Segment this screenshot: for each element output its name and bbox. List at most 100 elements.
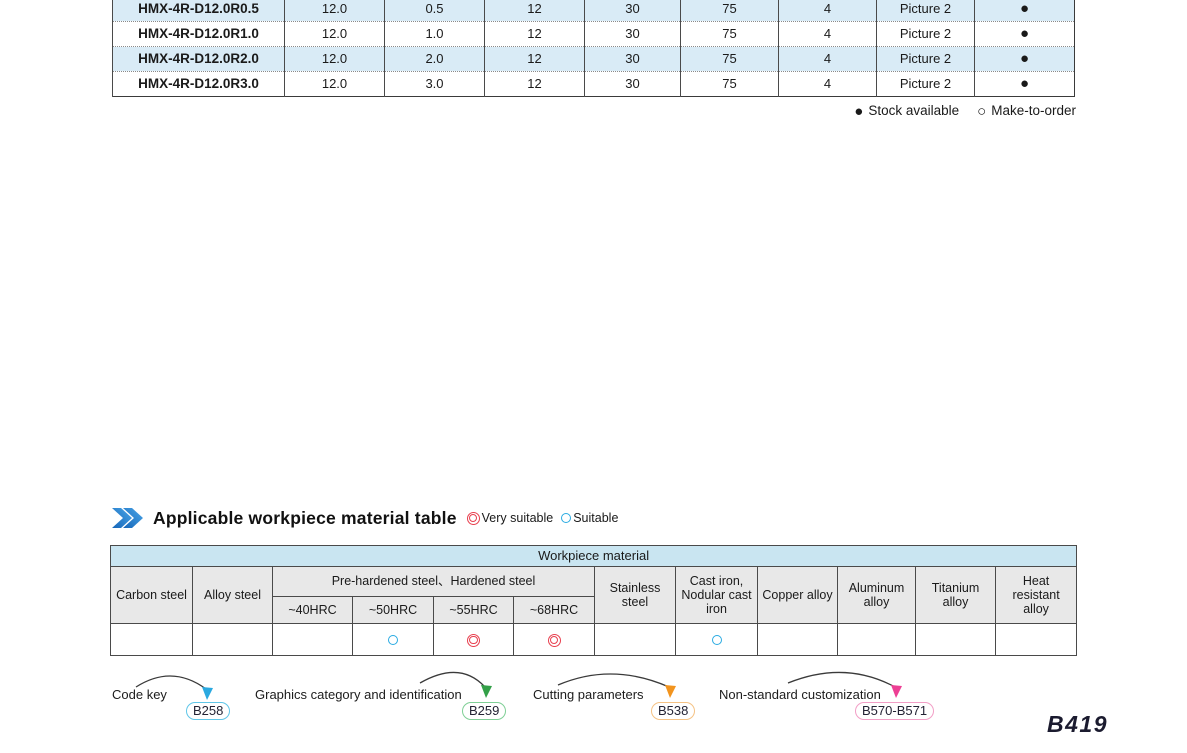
very-suitable-icon — [466, 511, 480, 525]
make-to-order-label: Make-to-order — [991, 103, 1076, 118]
value-cell: 2.0 — [384, 45, 485, 71]
value-cell: 75 — [680, 70, 779, 96]
col-68hrc: ~68HRC — [513, 596, 595, 624]
section-heading: Applicable workpiece material table Very… — [112, 507, 618, 529]
value-cell: 4 — [778, 20, 877, 46]
col-stainless-steel: Stainless steel — [594, 566, 676, 624]
value-cell: 75 — [680, 0, 779, 21]
rating-cell — [513, 623, 595, 656]
arrowhead-cutting — [665, 685, 676, 698]
rating-cell — [675, 623, 758, 656]
value-cell: 12.0 — [284, 20, 385, 46]
workpiece-material-table: Workpiece material Carbon steel Alloy st… — [109, 545, 1078, 656]
table-row: HMX-4R-D12.0R1.0 12.0 1.0 12 30 75 4 Pic… — [112, 20, 1075, 46]
rating-symbol — [388, 635, 398, 646]
value-cell: 4 — [778, 0, 877, 21]
section-title: Applicable workpiece material table — [153, 507, 457, 528]
rating-cell — [837, 623, 916, 656]
value-cell: 30 — [584, 0, 681, 21]
make-to-order-icon: ○ — [977, 103, 987, 120]
arrowhead-nonstandard — [891, 685, 902, 698]
rating-cell — [994, 623, 1078, 656]
col-cast-iron: Cast iron, Nodular cast iron — [675, 566, 758, 624]
value-cell: 12 — [484, 70, 585, 96]
product-table: HMX-4R-D12.0R0.5 12.0 0.5 12 30 75 4 Pic… — [112, 0, 1075, 97]
value-cell: 1.0 — [384, 20, 485, 46]
graphics-category-badge[interactable]: B259 — [462, 702, 507, 720]
value-cell: 12 — [484, 0, 585, 21]
col-hardened-steel-group: Pre-hardened steel、Hardened steel — [272, 566, 595, 597]
code-key-label: Code key — [112, 687, 167, 702]
cutting-parameters-label: Cutting parameters — [533, 687, 644, 702]
model-cell: HMX-4R-D12.0R0.5 — [112, 0, 285, 21]
suitability-legend: Very suitable Suitable — [466, 511, 619, 525]
stock-available-label: Stock available — [868, 103, 960, 118]
stock-available-icon: ● — [974, 20, 1075, 46]
table-row: HMX-4R-D12.0R2.0 12.0 2.0 12 30 75 4 Pic… — [112, 45, 1075, 71]
rating-cell — [915, 623, 996, 656]
value-cell: 3.0 — [384, 70, 485, 96]
rating-symbol — [467, 633, 480, 647]
rating-cell — [433, 623, 514, 656]
rating-cell — [192, 623, 273, 656]
value-cell: 30 — [584, 20, 681, 46]
very-suitable-label: Very suitable — [481, 511, 554, 525]
stock-available-icon: ● — [974, 70, 1075, 96]
col-titanium-alloy: Titanium alloy — [915, 566, 996, 624]
rating-symbol — [547, 633, 561, 647]
double-chevron-icon — [112, 508, 143, 528]
model-cell: HMX-4R-D12.0R3.0 — [112, 70, 285, 96]
stock-available-icon: ● — [974, 45, 1075, 71]
arrowhead-code-key — [202, 687, 213, 700]
arrowhead-graphics — [481, 685, 492, 698]
value-cell: 75 — [680, 20, 779, 46]
col-copper-alloy: Copper alloy — [757, 566, 838, 624]
value-cell: 30 — [584, 70, 681, 96]
ratings-row — [110, 623, 1078, 656]
picture-cell: Picture 2 — [876, 70, 975, 96]
col-carbon-steel: Carbon steel — [110, 566, 193, 624]
suitable-icon — [561, 513, 572, 523]
value-cell: 12.0 — [284, 70, 385, 96]
value-cell: 30 — [584, 45, 681, 71]
table-row: HMX-4R-D12.0R3.0 12.0 3.0 12 30 75 4 Pic… — [112, 70, 1075, 96]
graphics-category-label: Graphics category and identification — [255, 687, 462, 702]
code-key-badge[interactable]: B258 — [186, 702, 231, 720]
value-cell: 12.0 — [284, 45, 385, 71]
model-cell: HMX-4R-D12.0R2.0 — [112, 45, 285, 71]
rating-cell — [110, 623, 193, 656]
nonstandard-customization-badge[interactable]: B570-B571 — [855, 702, 935, 720]
picture-cell: Picture 2 — [876, 45, 975, 71]
value-cell: 0.5 — [384, 0, 485, 21]
nonstandard-customization-label: Non-standard customization — [719, 687, 881, 702]
stock-legend: ● Stock available ○ Make-to-order — [576, 103, 1076, 120]
table-row: HMX-4R-D12.0R0.5 12.0 0.5 12 30 75 4 Pic… — [112, 0, 1075, 21]
value-cell: 12 — [484, 45, 585, 71]
page-number: B419 — [1047, 711, 1108, 737]
rating-cell — [352, 623, 434, 656]
value-cell: 4 — [778, 45, 877, 71]
cutting-parameters-badge[interactable]: B538 — [651, 702, 696, 720]
col-40hrc: ~40HRC — [272, 596, 353, 624]
value-cell: 12 — [484, 20, 585, 46]
col-alloy-steel: Alloy steel — [192, 566, 273, 624]
col-50hrc: ~50HRC — [352, 596, 434, 624]
model-cell: HMX-4R-D12.0R1.0 — [112, 20, 285, 46]
rating-cell — [272, 623, 353, 656]
rating-cell — [757, 623, 838, 656]
stock-available-icon: ● — [974, 0, 1075, 21]
stock-available-icon: ● — [854, 103, 864, 120]
rating-cell — [594, 623, 676, 656]
suitable-label: Suitable — [573, 511, 619, 525]
col-heat-resistant-alloy: Heat resistant alloy — [994, 566, 1078, 624]
value-cell: 75 — [680, 45, 779, 71]
value-cell: 4 — [778, 70, 877, 96]
rating-symbol — [711, 635, 722, 646]
col-aluminum-alloy: Aluminum alloy — [837, 566, 916, 624]
picture-cell: Picture 2 — [876, 20, 975, 46]
picture-cell: Picture 2 — [876, 0, 975, 21]
value-cell: 12.0 — [284, 0, 385, 21]
col-55hrc: ~55HRC — [433, 596, 514, 624]
workpiece-material-header: Workpiece material — [109, 545, 1078, 567]
